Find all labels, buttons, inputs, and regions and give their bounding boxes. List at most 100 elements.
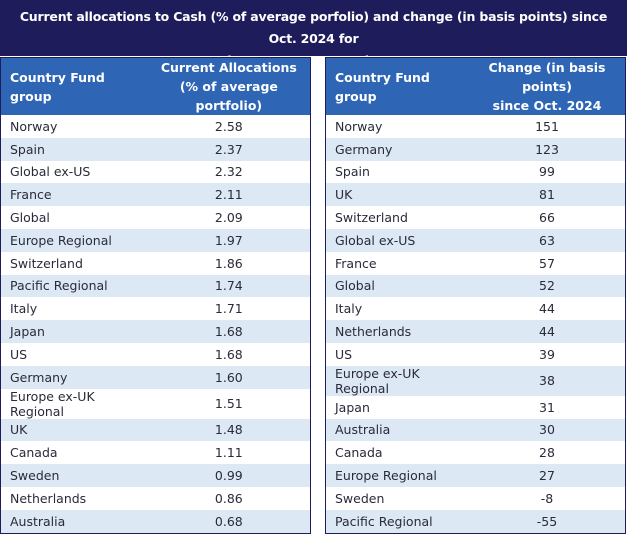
cell-value: 44 bbox=[469, 297, 626, 321]
cell-value: 38 bbox=[469, 365, 626, 396]
cell-value: 1.11 bbox=[147, 441, 311, 465]
cell-country-fund-group: UK bbox=[0, 418, 148, 442]
header-change-bps: Change (in basis points) since Oct. 2024 bbox=[469, 57, 626, 115]
table-row: Norway 2.58 bbox=[0, 115, 311, 138]
table-row: Sweden 0.99 bbox=[0, 464, 311, 487]
table-body: Norway 151 Germany 123 Spain 99 UK 81 Switzerlan… bbox=[325, 115, 626, 534]
table-row: Netherlands 44 bbox=[325, 320, 626, 343]
cell-country-fund-group: Netherlands bbox=[0, 486, 148, 510]
table-row: UK 81 bbox=[325, 183, 626, 207]
table-row: Japan 31 bbox=[325, 395, 626, 419]
table-row: Australia 0.68 bbox=[0, 509, 311, 534]
table-row: Europe Regional 1.97 bbox=[0, 228, 311, 252]
cell-country-fund-group: France bbox=[325, 251, 470, 275]
table-row: Canada 1.11 bbox=[0, 441, 311, 465]
cell-value: 1.68 bbox=[147, 342, 311, 366]
cell-value: 151 bbox=[469, 115, 626, 138]
table-row: Netherlands 0.86 bbox=[0, 486, 311, 510]
header-value-line-1: Change (in basis points) bbox=[488, 60, 606, 94]
table-header-row: Country Fund group Current Allocations (… bbox=[0, 57, 311, 115]
cell-country-fund-group: Europe ex-UK Regional bbox=[325, 365, 470, 396]
cell-country-fund-group: Sweden bbox=[325, 486, 470, 510]
table-row: Norway 151 bbox=[325, 115, 626, 138]
table-row: Canada 28 bbox=[325, 441, 626, 465]
table-row: Germany 1.60 bbox=[0, 365, 311, 389]
cell-country-fund-group: Europe ex-UK Regional bbox=[0, 388, 148, 419]
cell-country-fund-group: Norway bbox=[0, 115, 148, 138]
cell-country-fund-group: Australia bbox=[325, 418, 470, 442]
cell-country-fund-group: Germany bbox=[0, 365, 148, 389]
table-row: Italy 44 bbox=[325, 297, 626, 321]
table-row: Spain 2.37 bbox=[0, 137, 311, 161]
cell-value: 0.86 bbox=[147, 486, 311, 510]
cell-country-fund-group: Netherlands bbox=[325, 320, 470, 343]
cell-value: 1.51 bbox=[147, 388, 311, 419]
table-row: Italy 1.71 bbox=[0, 297, 311, 321]
cell-value: 123 bbox=[469, 137, 626, 161]
table-row: Global 2.09 bbox=[0, 206, 311, 229]
cell-country-fund-group: Spain bbox=[0, 137, 148, 161]
cell-country-fund-group: Germany bbox=[325, 137, 470, 161]
cell-value: 1.74 bbox=[147, 274, 311, 298]
cell-country-fund-group: Global ex-US bbox=[325, 228, 470, 252]
cell-value: 52 bbox=[469, 274, 626, 298]
table-row: Spain 99 bbox=[325, 160, 626, 184]
table-row: UK 1.48 bbox=[0, 418, 311, 442]
title-line-1: Current allocations to Cash (% of averag… bbox=[19, 9, 608, 46]
table-row: Australia 30 bbox=[325, 418, 626, 442]
cell-value: 66 bbox=[469, 206, 626, 229]
cell-value: 44 bbox=[469, 320, 626, 343]
cell-value: 2.11 bbox=[147, 183, 311, 207]
cell-country-fund-group: Global bbox=[325, 274, 470, 298]
cell-value: 0.68 bbox=[147, 509, 311, 534]
header-country-fund-group: Country Fund group bbox=[325, 57, 470, 115]
cell-value: 30 bbox=[469, 418, 626, 442]
cell-country-fund-group: Italy bbox=[0, 297, 148, 321]
cell-value: 1.97 bbox=[147, 228, 311, 252]
cell-country-fund-group: US bbox=[325, 342, 470, 366]
cash-allocation-table: Country Fund group Current Allocations (… bbox=[0, 57, 311, 534]
table-row: Pacific Regional 1.74 bbox=[0, 274, 311, 298]
cell-country-fund-group: Europe Regional bbox=[0, 228, 148, 252]
chart-title: Current allocations to Cash (% of averag… bbox=[0, 0, 627, 68]
cell-country-fund-group: Norway bbox=[325, 115, 470, 138]
table-row: France 2.11 bbox=[0, 183, 311, 207]
cell-value: 57 bbox=[469, 251, 626, 275]
header-country-fund-group: Country Fund group bbox=[0, 57, 148, 115]
table-header-row: Country Fund group Change (in basis poin… bbox=[325, 57, 626, 115]
table-row: France 57 bbox=[325, 251, 626, 275]
table-row: Sweden -8 bbox=[325, 486, 626, 510]
change-bps-table: Country Fund group Change (in basis poin… bbox=[325, 57, 626, 534]
table-row: Europe ex-UK Regional 38 bbox=[325, 365, 626, 396]
cell-value: 31 bbox=[469, 395, 626, 419]
cell-value: 2.09 bbox=[147, 206, 311, 229]
cell-value: 1.60 bbox=[147, 365, 311, 389]
cell-value: 2.32 bbox=[147, 160, 311, 184]
cell-value: -8 bbox=[469, 486, 626, 510]
cell-country-fund-group: Japan bbox=[325, 395, 470, 419]
cell-value: 0.99 bbox=[147, 464, 311, 487]
table-row: Germany 123 bbox=[325, 137, 626, 161]
table-row: US 1.68 bbox=[0, 342, 311, 366]
cell-value: 2.37 bbox=[147, 137, 311, 161]
cell-value: 1.68 bbox=[147, 320, 311, 343]
cell-value: 81 bbox=[469, 183, 626, 207]
table-row: Global ex-US 2.32 bbox=[0, 160, 311, 184]
cell-country-fund-group: Global bbox=[0, 206, 148, 229]
table-row: Global 52 bbox=[325, 274, 626, 298]
header-value-line-2: (% of average portfolio) bbox=[179, 79, 278, 113]
cell-country-fund-group: UK bbox=[325, 183, 470, 207]
table-row: US 39 bbox=[325, 342, 626, 366]
cell-country-fund-group: Canada bbox=[0, 441, 148, 465]
cell-country-fund-group: Australia bbox=[0, 509, 148, 534]
cell-value: 63 bbox=[469, 228, 626, 252]
cell-country-fund-group: US bbox=[0, 342, 148, 366]
cell-value: 2.58 bbox=[147, 115, 311, 138]
cell-country-fund-group: France bbox=[0, 183, 148, 207]
table-row: Japan 1.68 bbox=[0, 320, 311, 343]
cell-value: 1.48 bbox=[147, 418, 311, 442]
cell-value: 28 bbox=[469, 441, 626, 465]
cell-value: 1.71 bbox=[147, 297, 311, 321]
cell-country-fund-group: Global ex-US bbox=[0, 160, 148, 184]
cell-country-fund-group: Canada bbox=[325, 441, 470, 465]
